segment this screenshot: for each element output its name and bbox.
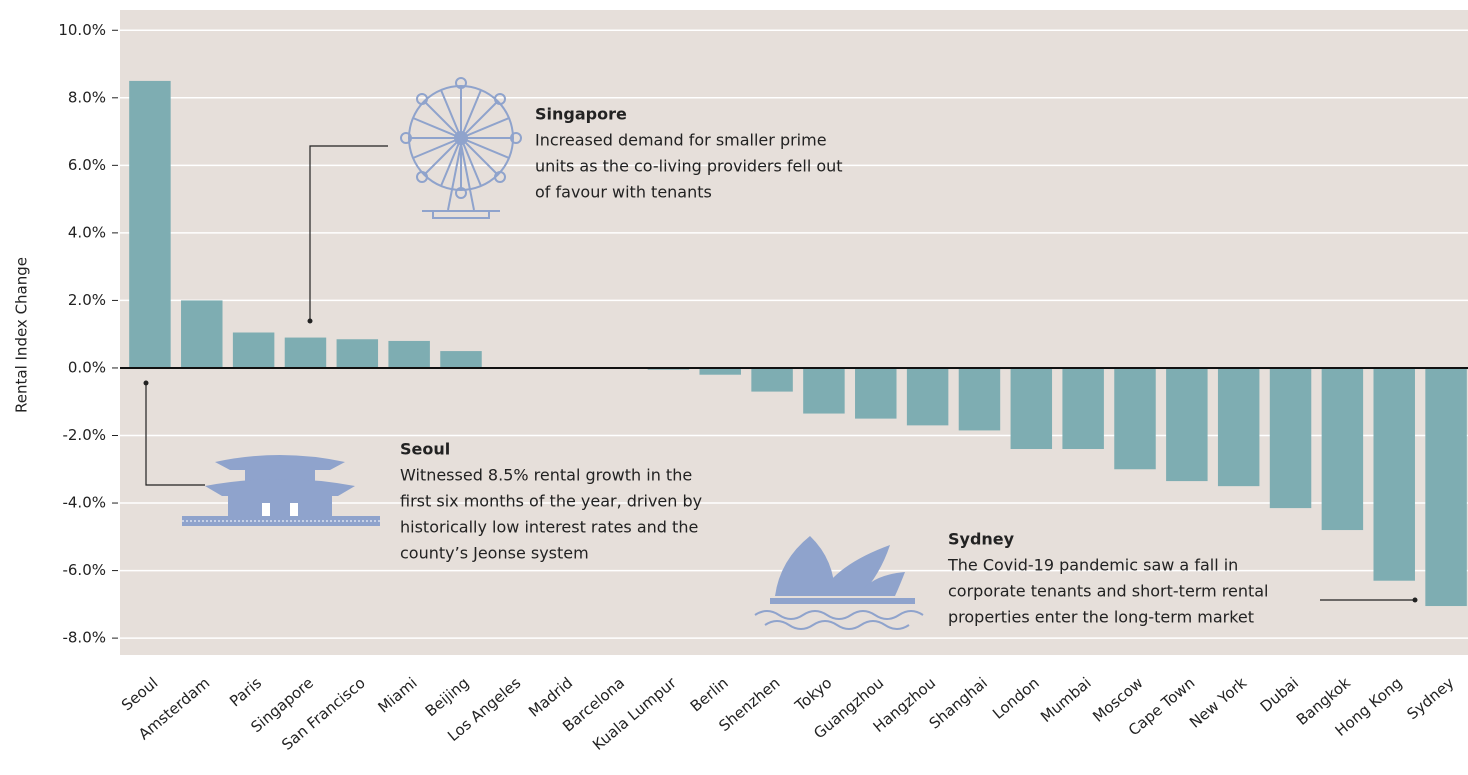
- bar: [855, 367, 897, 419]
- bar: [1217, 367, 1260, 487]
- bar: [1062, 367, 1104, 450]
- x-tick-label: Mumbai: [1037, 674, 1094, 726]
- bar: [699, 367, 741, 375]
- x-tick-label: Miami: [375, 674, 421, 717]
- bar: [1373, 367, 1415, 581]
- y-tick-label: 6.0%: [68, 156, 106, 174]
- bar: [1010, 367, 1053, 450]
- bar: [803, 367, 845, 414]
- bar: [181, 300, 223, 368]
- annotation-title: Singapore: [535, 105, 627, 124]
- annotation-text: of favour with tenants: [535, 183, 712, 202]
- leader-dots: [143, 318, 1418, 603]
- bar: [1321, 367, 1364, 531]
- x-tick-label: Berlin: [687, 674, 732, 716]
- x-tick-label: Seoul: [118, 674, 161, 715]
- annotation-text: units as the co-living providers fell ou…: [535, 157, 843, 176]
- opera-house-icon: [754, 536, 924, 630]
- annotation-text: county’s Jeonse system: [400, 544, 589, 563]
- x-tick-label: London: [989, 674, 1043, 723]
- x-tick-label: Tokyo: [791, 674, 836, 715]
- ferris-wheel-icon: [400, 77, 522, 219]
- y-tick-label: 2.0%: [68, 291, 106, 309]
- bar: [1425, 367, 1467, 607]
- y-axis-label: Rental Index Change: [13, 257, 31, 413]
- bar: [284, 337, 327, 368]
- y-tick-label: -6.0%: [62, 561, 106, 579]
- annotation-text: The Covid-19 pandemic saw a fall in: [947, 556, 1238, 575]
- y-tick-label: 10.0%: [58, 21, 106, 39]
- annotation-text: Witnessed 8.5% rental growth in the: [400, 466, 692, 485]
- bar: [751, 367, 793, 392]
- bar: [232, 332, 275, 368]
- annotation-text: first six months of the year, driven by: [400, 492, 702, 511]
- y-tick-label: -2.0%: [62, 426, 106, 444]
- y-tick-label: -8.0%: [62, 629, 106, 647]
- x-tick-label: New York: [1186, 674, 1250, 732]
- x-tick-label: Sydney: [1403, 674, 1457, 724]
- bar: [440, 351, 482, 368]
- annotation-text: historically low interest rates and the: [400, 518, 698, 537]
- palace-icon: [182, 455, 380, 526]
- leader-lines: [145, 145, 1415, 601]
- bar: [906, 367, 949, 426]
- plot-area: [120, 10, 1468, 655]
- y-tick-label: -4.0%: [62, 494, 106, 512]
- y-tick-label: 4.0%: [68, 223, 106, 241]
- annotation-text: properties enter the long-term market: [948, 608, 1254, 627]
- annotation-title: Sydney: [948, 530, 1015, 549]
- annotations: Singapore Increased demand for smaller pr…: [400, 105, 1269, 627]
- bar: [1114, 367, 1156, 470]
- annotation-text: corporate tenants and short-term rental: [948, 582, 1269, 601]
- bar: [336, 339, 379, 368]
- y-tick-label: 8.0%: [68, 88, 106, 106]
- x-tick-label: Shanghai: [926, 674, 991, 733]
- annotation-text: Increased demand for smaller prime: [535, 131, 827, 150]
- bar: [1166, 367, 1208, 482]
- bar: [129, 80, 171, 368]
- bar: [958, 367, 1001, 431]
- x-tick-label: Paris: [226, 674, 265, 711]
- y-tick-label: 0.0%: [68, 358, 106, 376]
- x-tick-label: Dubai: [1257, 674, 1302, 716]
- bar: [1269, 367, 1312, 509]
- bar: [388, 340, 430, 368]
- bars: [129, 80, 1467, 607]
- annotation-title: Seoul: [400, 440, 450, 459]
